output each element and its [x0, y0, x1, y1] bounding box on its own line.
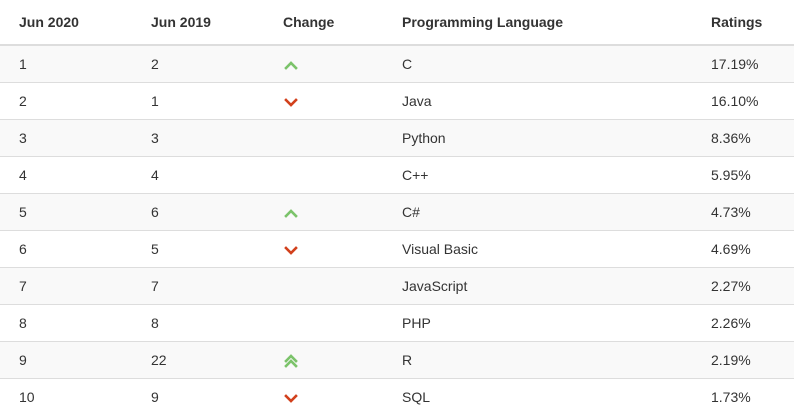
cell-programming-language: R: [402, 342, 711, 379]
cell-jun-2019: 7: [151, 268, 283, 305]
cell-change: [283, 120, 402, 157]
header-programming-language: Programming Language: [402, 0, 711, 45]
double-chevron-up-icon: [284, 354, 298, 368]
cell-programming-language: SQL: [402, 379, 711, 415]
cell-jun-2020: 1: [0, 45, 151, 83]
cell-rating: 17.19%: [711, 45, 794, 83]
cell-jun-2020: 6: [0, 231, 151, 268]
cell-programming-language: JavaScript: [402, 268, 711, 305]
cell-programming-language: C++: [402, 157, 711, 194]
cell-rating: 8.36%: [711, 120, 794, 157]
cell-programming-language: Java: [402, 83, 711, 120]
header-ratings: Ratings: [711, 0, 794, 45]
cell-rating: 4.73%: [711, 194, 794, 231]
cell-change: [283, 45, 402, 83]
cell-change: [283, 342, 402, 379]
cell-jun-2019: 2: [151, 45, 283, 83]
cell-jun-2020: 7: [0, 268, 151, 305]
cell-programming-language: Visual Basic: [402, 231, 711, 268]
cell-change: [283, 194, 402, 231]
header-jun-2020: Jun 2020: [0, 0, 151, 45]
cell-jun-2020: 3: [0, 120, 151, 157]
cell-jun-2019: 4: [151, 157, 283, 194]
chevron-up-icon: [284, 58, 298, 72]
cell-programming-language: C: [402, 45, 711, 83]
cell-jun-2019: 6: [151, 194, 283, 231]
chevron-down-icon: [284, 95, 298, 109]
cell-jun-2020: 5: [0, 194, 151, 231]
cell-programming-language: C#: [402, 194, 711, 231]
cell-change: [283, 83, 402, 120]
cell-rating: 5.95%: [711, 157, 794, 194]
chevron-down-icon: [284, 243, 298, 257]
header-change: Change: [283, 0, 402, 45]
header-jun-2019: Jun 2019: [151, 0, 283, 45]
cell-programming-language: PHP: [402, 305, 711, 342]
cell-jun-2020: 9: [0, 342, 151, 379]
cell-jun-2020: 10: [0, 379, 151, 415]
cell-rating: 2.19%: [711, 342, 794, 379]
cell-rating: 16.10%: [711, 83, 794, 120]
cell-jun-2020: 2: [0, 83, 151, 120]
cell-change: [283, 305, 402, 342]
cell-change: [283, 268, 402, 305]
cell-jun-2020: 8: [0, 305, 151, 342]
cell-programming-language: Python: [402, 120, 711, 157]
chevron-up-icon: [284, 206, 298, 220]
cell-rating: 1.73%: [711, 379, 794, 415]
cell-jun-2019: 3: [151, 120, 283, 157]
chevron-down-icon: [284, 391, 298, 405]
cell-jun-2019: 9: [151, 379, 283, 415]
cell-jun-2020: 4: [0, 157, 151, 194]
cell-jun-2019: 5: [151, 231, 283, 268]
cell-jun-2019: 1: [151, 83, 283, 120]
cell-rating: 4.69%: [711, 231, 794, 268]
cell-change: [283, 231, 402, 268]
cell-change: [283, 157, 402, 194]
cell-rating: 2.26%: [711, 305, 794, 342]
table-header: Jun 2020 Jun 2019 Change Programming Lan…: [0, 0, 794, 45]
header-row: Jun 2020 Jun 2019 Change Programming Lan…: [0, 0, 794, 45]
cell-jun-2019: 22: [151, 342, 283, 379]
cell-jun-2019: 8: [151, 305, 283, 342]
cell-rating: 2.27%: [711, 268, 794, 305]
cell-change: [283, 379, 402, 415]
